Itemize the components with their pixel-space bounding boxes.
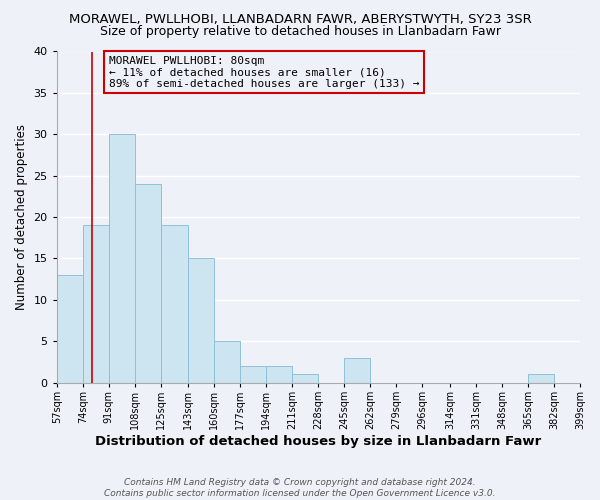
Bar bbox=[109, 134, 135, 382]
Bar bbox=[135, 184, 161, 382]
Text: Contains HM Land Registry data © Crown copyright and database right 2024.
Contai: Contains HM Land Registry data © Crown c… bbox=[104, 478, 496, 498]
Text: MORAWEL, PWLLHOBI, LLANBADARN FAWR, ABERYSTWYTH, SY23 3SR: MORAWEL, PWLLHOBI, LLANBADARN FAWR, ABER… bbox=[68, 12, 532, 26]
Bar bbox=[161, 226, 188, 382]
Bar bbox=[57, 275, 83, 382]
Text: MORAWEL PWLLHOBI: 80sqm
← 11% of detached houses are smaller (16)
89% of semi-de: MORAWEL PWLLHOBI: 80sqm ← 11% of detache… bbox=[109, 56, 419, 89]
Bar bbox=[528, 374, 554, 382]
Bar bbox=[83, 226, 109, 382]
Bar bbox=[188, 258, 214, 382]
Bar bbox=[292, 374, 319, 382]
Bar bbox=[266, 366, 292, 382]
X-axis label: Distribution of detached houses by size in Llanbadarn Fawr: Distribution of detached houses by size … bbox=[95, 434, 541, 448]
Bar bbox=[214, 341, 241, 382]
Bar bbox=[344, 358, 370, 382]
Text: Size of property relative to detached houses in Llanbadarn Fawr: Size of property relative to detached ho… bbox=[100, 25, 500, 38]
Bar bbox=[241, 366, 266, 382]
Y-axis label: Number of detached properties: Number of detached properties bbox=[15, 124, 28, 310]
